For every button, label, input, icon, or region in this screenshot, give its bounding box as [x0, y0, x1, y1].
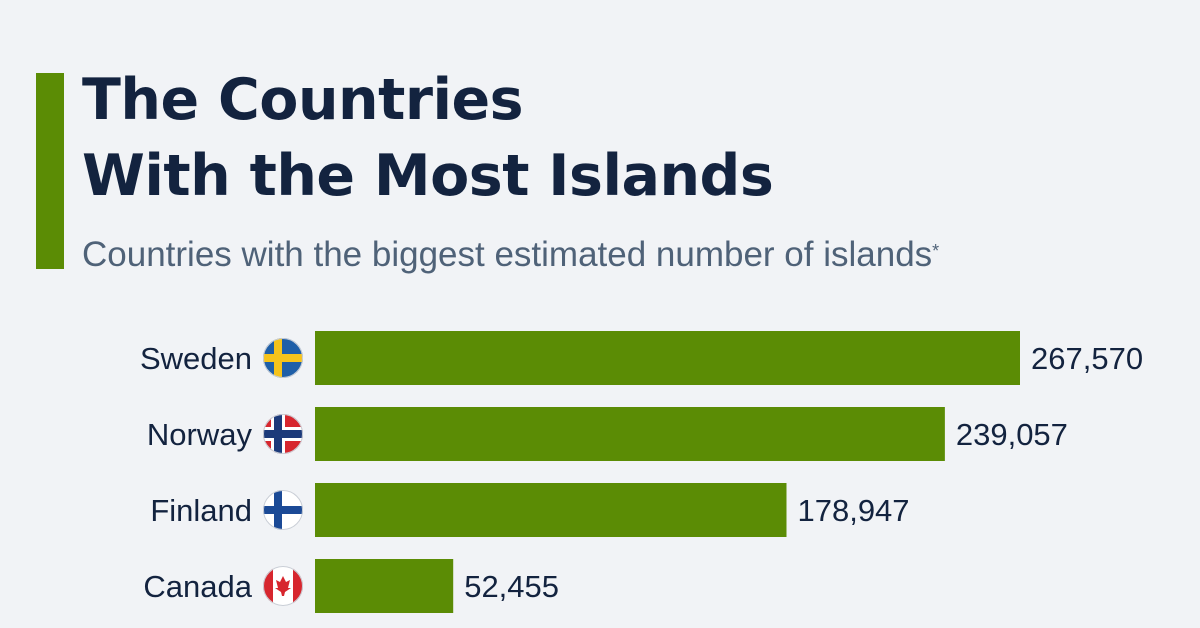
category-label-finland: Finland	[150, 493, 252, 528]
norway-flag-icon	[263, 414, 303, 454]
chart-subtitle: Countries with the biggest estimated num…	[82, 232, 939, 278]
finland-flag-icon	[263, 490, 303, 530]
value-label-canada: 52,455	[464, 569, 559, 604]
category-label-norway: Norway	[147, 417, 253, 452]
bar-finland	[315, 483, 787, 537]
canada-flag-icon	[263, 566, 303, 606]
title-accent-bar	[36, 73, 64, 269]
bar-norway	[315, 407, 945, 461]
value-label-norway: 239,057	[956, 417, 1068, 452]
value-label-finland: 178,947	[797, 493, 909, 528]
category-label-sweden: Sweden	[140, 341, 252, 376]
bar-sweden	[315, 331, 1020, 385]
chart-title-line-1: The Countries	[82, 67, 524, 133]
bar-canada	[315, 559, 454, 613]
footnote-marker: *	[932, 241, 940, 261]
chart-title-line-2: With the Most Islands	[82, 143, 774, 209]
chart-title: The Countries With the Most Islands	[82, 62, 1082, 214]
sweden-flag-icon	[263, 338, 303, 378]
chart-subtitle-text: Countries with the biggest estimated num…	[82, 235, 933, 274]
value-label-sweden: 267,570	[1031, 341, 1143, 376]
category-label-canada: Canada	[143, 569, 252, 604]
